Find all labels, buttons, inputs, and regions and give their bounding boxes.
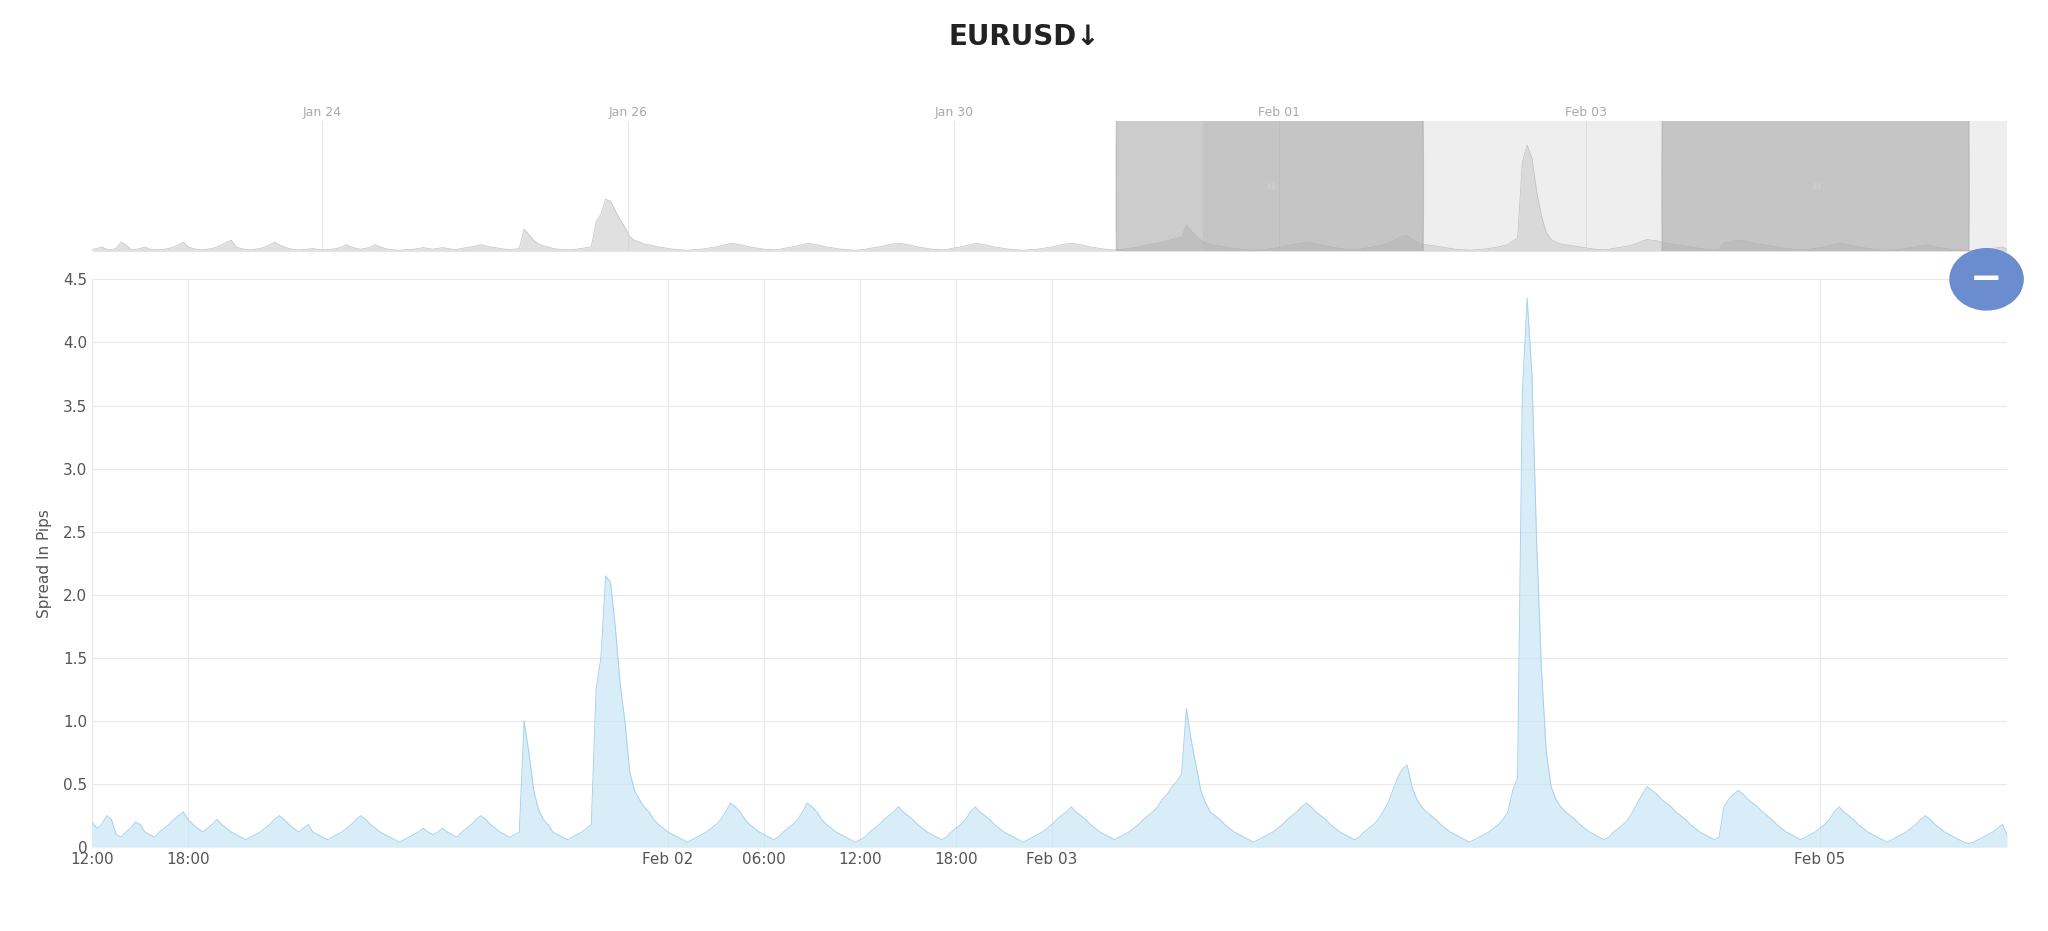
Text: −: − bbox=[1970, 261, 2003, 298]
Text: Jan 24: Jan 24 bbox=[303, 106, 342, 119]
Text: EURUSD↓: EURUSD↓ bbox=[948, 23, 1100, 51]
Circle shape bbox=[1663, 0, 1968, 931]
Text: Jan 26: Jan 26 bbox=[608, 106, 647, 119]
Circle shape bbox=[1116, 0, 1423, 931]
Y-axis label: Spread In Pips: Spread In Pips bbox=[37, 509, 51, 617]
Text: ▐▐: ▐▐ bbox=[1264, 182, 1276, 190]
Text: Feb 01: Feb 01 bbox=[1257, 106, 1300, 119]
FancyBboxPatch shape bbox=[1202, 121, 2007, 251]
Circle shape bbox=[1950, 249, 2023, 310]
Text: ▐▐: ▐▐ bbox=[1810, 182, 1821, 190]
Text: Feb 03: Feb 03 bbox=[1565, 106, 1608, 119]
Text: Jan 30: Jan 30 bbox=[934, 106, 973, 119]
